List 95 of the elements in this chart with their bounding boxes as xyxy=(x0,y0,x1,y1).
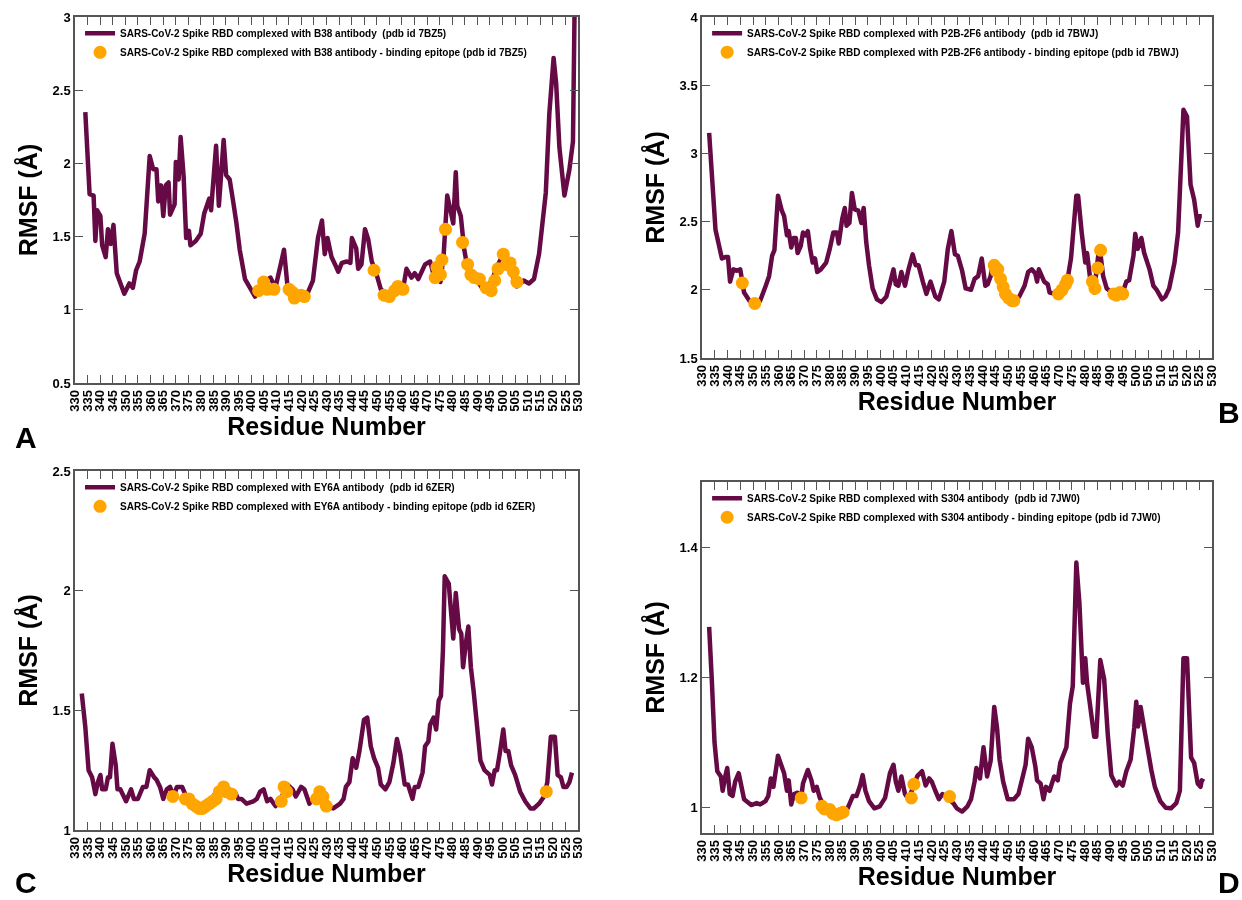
x-tick-label: 385 xyxy=(205,836,221,859)
legend-label: SARS-CoV-2 Spike RBD complexed with B38 antibody - binding epitope (pdb id 7BZ5) xyxy=(120,47,527,59)
x-tick-label: 410 xyxy=(268,836,284,859)
x-tick-label: 420 xyxy=(923,364,939,387)
y-tick-label: 3 xyxy=(63,9,71,25)
x-tick-label: 425 xyxy=(936,364,952,387)
x-tick-label: 445 xyxy=(356,389,372,412)
x-tick-label: 460 xyxy=(1025,839,1041,862)
x-axis-title: Residue Number xyxy=(857,386,1057,415)
y-tick-label: 4 xyxy=(690,9,699,25)
y-tick-label: 2 xyxy=(690,282,698,298)
x-tick-label: 465 xyxy=(1038,364,1054,387)
x-tick-label: 440 xyxy=(974,364,990,387)
x-tick-label: 350 xyxy=(117,836,133,859)
y-axis-title: RMSF (Å) xyxy=(13,143,42,257)
y-tick-label: 1 xyxy=(690,799,698,815)
x-tick-label: 530 xyxy=(1204,839,1220,862)
y-tick-label: 1.5 xyxy=(52,229,71,245)
x-tick-label: 530 xyxy=(570,836,586,859)
x-tick-label: 525 xyxy=(1191,364,1207,387)
x-tick-label: 525 xyxy=(1191,839,1207,862)
legend-label: SARS-CoV-2 Spike RBD complexed with B38 antibody (pdb id 7BZ5) xyxy=(120,28,447,40)
x-tick-label: 520 xyxy=(1178,839,1194,862)
x-tick-label: 360 xyxy=(770,839,786,862)
legend-label: SARS-CoV-2 Spike RBD complexed with EY6A antibody - binding epitope (pdb id 6ZER) xyxy=(120,501,536,513)
x-tick-label: 485 xyxy=(1089,364,1105,387)
x-tick-label: 345 xyxy=(732,364,748,387)
x-tick-label: 340 xyxy=(719,364,735,387)
legend-label: SARS-CoV-2 Spike RBD complexed with EY6A antibody (pdb id 6ZER) xyxy=(120,482,455,494)
x-tick-label: 405 xyxy=(885,364,901,387)
x-tick-label: 500 xyxy=(1127,364,1143,387)
x-tick-label: 350 xyxy=(117,389,133,412)
x-tick-label: 485 xyxy=(1089,839,1105,862)
text: A xyxy=(15,421,37,454)
x-tick-label: 400 xyxy=(872,364,888,387)
y-tick-label: 2 xyxy=(63,583,71,599)
x-tick-label: 480 xyxy=(1076,839,1092,862)
text: B xyxy=(1218,396,1240,429)
x-tick-label: 460 xyxy=(1025,364,1041,387)
x-tick-label: 445 xyxy=(987,839,1003,862)
x-axis-title: Residue Number xyxy=(227,411,427,440)
x-tick-label: 380 xyxy=(821,839,837,862)
x-tick-label: 405 xyxy=(885,839,901,862)
text: D xyxy=(1218,866,1240,899)
x-tick-label: 445 xyxy=(987,364,1003,387)
x-tick-label: 360 xyxy=(770,364,786,387)
x-tick-label: 530 xyxy=(1204,364,1220,387)
y-tick-label: 1 xyxy=(63,822,71,838)
x-tick-label: 385 xyxy=(834,839,850,862)
y-tick-label: 1.5 xyxy=(52,702,71,718)
x-tick-label: 505 xyxy=(1140,839,1156,862)
y-tick-label: 2.5 xyxy=(52,463,71,479)
legend-label: SARS-CoV-2 Spike RBD complexed with P2B-2F6 antibody (pdb id 7BWJ) xyxy=(747,28,1099,40)
y-tick-label: 2 xyxy=(63,155,71,171)
y-tick-label: 3.5 xyxy=(679,77,698,93)
x-tick-label: 465 xyxy=(1038,839,1054,862)
x-tick-label: 340 xyxy=(719,839,735,862)
x-tick-label: 480 xyxy=(444,389,460,412)
y-axis-title: RMSF (Å) xyxy=(640,601,669,714)
x-tick-label: 440 xyxy=(974,839,990,862)
y-axis-title: RMSF (Å) xyxy=(13,594,42,707)
x-tick-label: 385 xyxy=(205,389,221,412)
text: C xyxy=(15,866,37,899)
y-tick-label: 2.5 xyxy=(679,214,698,230)
y-tick-label: 1.2 xyxy=(679,669,698,685)
x-tick-label: 365 xyxy=(783,364,799,387)
y-tick-label: 3 xyxy=(690,145,698,161)
y-tick-label: 0.5 xyxy=(52,375,71,391)
x-tick-label: 505 xyxy=(1140,364,1156,387)
y-tick-label: 1 xyxy=(63,302,71,318)
x-tick-label: 500 xyxy=(1127,839,1143,862)
x-tick-label: 515 xyxy=(532,389,548,412)
x-tick-label: 380 xyxy=(821,364,837,387)
x-tick-label: 365 xyxy=(783,839,799,862)
x-tick-label: 445 xyxy=(356,836,372,859)
x-tick-label: 345 xyxy=(732,839,748,862)
legend-label: SARS-CoV-2 Spike RBD complexed with S304 antibody - binding epitope (pdb id 7JW0) xyxy=(747,512,1161,524)
x-tick-label: 410 xyxy=(268,389,284,412)
x-tick-label: 400 xyxy=(872,839,888,862)
y-tick-label: 1.5 xyxy=(679,350,698,366)
x-axis-title: Residue Number xyxy=(857,861,1057,890)
y-axis-title: RMSF (Å) xyxy=(640,131,669,244)
x-tick-label: 520 xyxy=(1178,364,1194,387)
y-tick-label: 1.4 xyxy=(679,539,699,555)
y-tick-label: 2.5 xyxy=(52,82,71,98)
x-axis-title: Residue Number xyxy=(227,858,427,887)
x-tick-label: 480 xyxy=(1076,364,1092,387)
x-tick-label: 420 xyxy=(923,839,939,862)
legend-label: SARS-CoV-2 Spike RBD complexed with S304 antibody (pdb id 7JW0) xyxy=(747,493,1080,505)
x-tick-label: 425 xyxy=(936,839,952,862)
legend-label: SARS-CoV-2 Spike RBD complexed with P2B-2F6 antibody - binding epitope (pdb id 7BWJ) xyxy=(747,47,1179,59)
x-tick-label: 530 xyxy=(570,389,586,412)
x-tick-label: 480 xyxy=(444,836,460,859)
x-tick-label: 515 xyxy=(532,836,548,859)
x-tick-label: 385 xyxy=(834,364,850,387)
